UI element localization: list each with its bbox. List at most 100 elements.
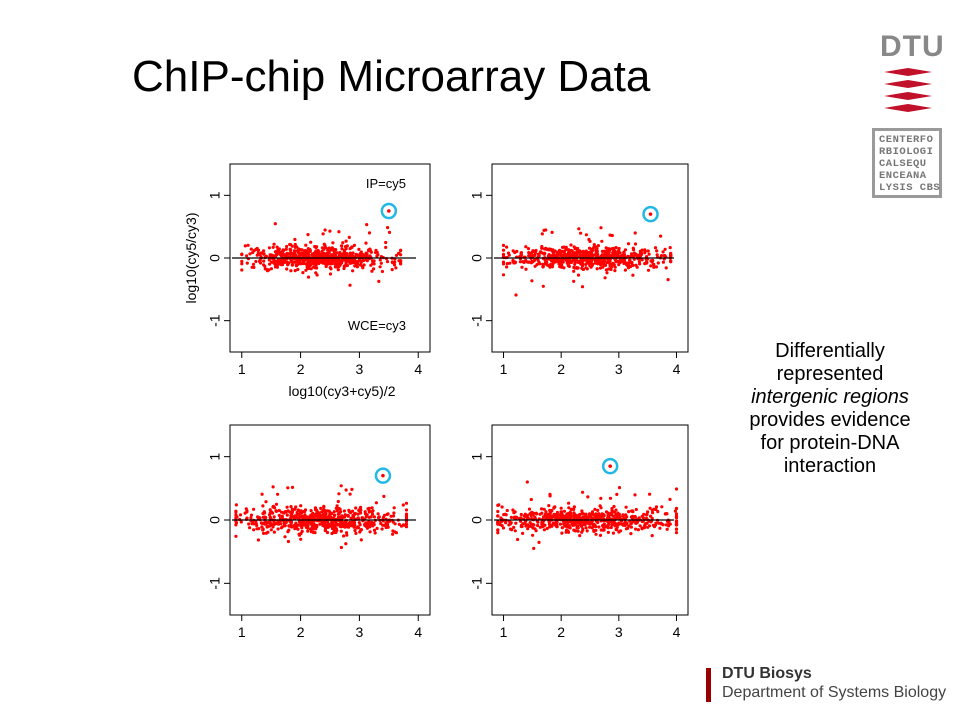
data-point <box>379 261 383 265</box>
data-point <box>367 506 371 510</box>
data-point <box>613 249 617 253</box>
data-point <box>370 506 374 510</box>
data-point <box>525 480 529 484</box>
data-point <box>674 519 679 523</box>
data-point <box>551 521 556 525</box>
data-point <box>324 258 328 262</box>
data-point <box>649 264 653 268</box>
data-point <box>392 506 396 510</box>
data-point <box>342 266 346 271</box>
data-point <box>353 264 357 268</box>
data-point <box>661 250 665 254</box>
data-point <box>329 253 333 258</box>
data-point <box>587 246 592 250</box>
data-point <box>297 258 301 262</box>
data-point <box>337 230 341 234</box>
data-point <box>393 530 397 534</box>
data-point <box>320 246 324 250</box>
annotation-line: interaction <box>783 455 877 477</box>
data-point <box>510 528 514 532</box>
data-point <box>240 259 244 263</box>
data-point <box>397 522 401 527</box>
data-point <box>337 506 341 511</box>
data-point <box>577 227 581 231</box>
data-point <box>634 263 638 267</box>
data-point <box>601 528 605 532</box>
y-axis-label: log10(cy5/cy3) <box>183 212 199 303</box>
data-point <box>336 258 340 262</box>
data-point <box>575 526 579 530</box>
data-point <box>259 251 264 255</box>
data-point <box>277 513 281 518</box>
data-point <box>587 237 591 242</box>
data-point <box>534 511 538 515</box>
data-point <box>313 506 317 510</box>
data-point <box>401 503 405 507</box>
data-point <box>339 262 343 266</box>
data-point <box>283 535 287 539</box>
data-point <box>381 523 385 527</box>
data-point <box>643 262 647 266</box>
data-point <box>262 263 266 267</box>
data-point <box>542 247 547 251</box>
data-point <box>558 252 563 256</box>
data-point <box>283 510 287 514</box>
data-point <box>392 263 397 267</box>
data-point <box>343 254 347 258</box>
data-point <box>351 269 355 273</box>
data-point <box>268 515 272 519</box>
y-tick-label: 0 <box>207 254 223 262</box>
data-point <box>514 521 518 525</box>
y-tick-label: -1 <box>207 314 223 327</box>
data-point <box>273 265 278 269</box>
data-point <box>532 259 536 263</box>
data-point <box>588 263 592 268</box>
data-point <box>536 520 540 524</box>
data-point <box>342 250 346 254</box>
data-point <box>266 521 270 525</box>
data-point <box>372 528 377 532</box>
data-point <box>234 523 238 527</box>
x-tick-label: 1 <box>500 361 508 377</box>
data-point <box>340 244 344 248</box>
data-point <box>578 534 582 538</box>
data-point <box>375 526 379 531</box>
data-point <box>565 515 569 519</box>
data-point <box>249 516 253 520</box>
cbs-logo-line: RBIOLOGI <box>879 146 934 158</box>
data-point <box>548 508 552 512</box>
data-point <box>631 273 635 277</box>
data-point <box>283 524 287 528</box>
data-point <box>640 526 644 530</box>
data-point <box>579 262 583 266</box>
data-point <box>506 251 511 255</box>
data-point <box>234 510 238 514</box>
data-point <box>564 248 568 252</box>
data-point <box>567 501 571 505</box>
data-point <box>544 510 548 514</box>
data-point <box>273 222 277 226</box>
data-point <box>564 528 569 532</box>
data-point <box>568 526 572 530</box>
data-point <box>594 514 598 518</box>
data-point <box>289 269 293 273</box>
data-point <box>618 515 622 519</box>
data-point <box>296 267 300 272</box>
data-point <box>303 516 307 520</box>
data-point <box>610 520 614 524</box>
data-point <box>567 258 571 262</box>
data-point <box>633 231 637 235</box>
data-point <box>368 530 372 534</box>
data-point <box>496 531 500 535</box>
data-point <box>627 510 631 514</box>
data-point <box>501 273 506 277</box>
data-point <box>596 244 601 248</box>
data-point <box>595 251 599 256</box>
data-point <box>606 513 610 517</box>
data-point <box>344 239 348 243</box>
data-point <box>599 496 603 500</box>
data-point <box>358 252 362 256</box>
data-point <box>357 508 361 512</box>
data-point <box>346 258 350 263</box>
data-point <box>283 253 287 257</box>
